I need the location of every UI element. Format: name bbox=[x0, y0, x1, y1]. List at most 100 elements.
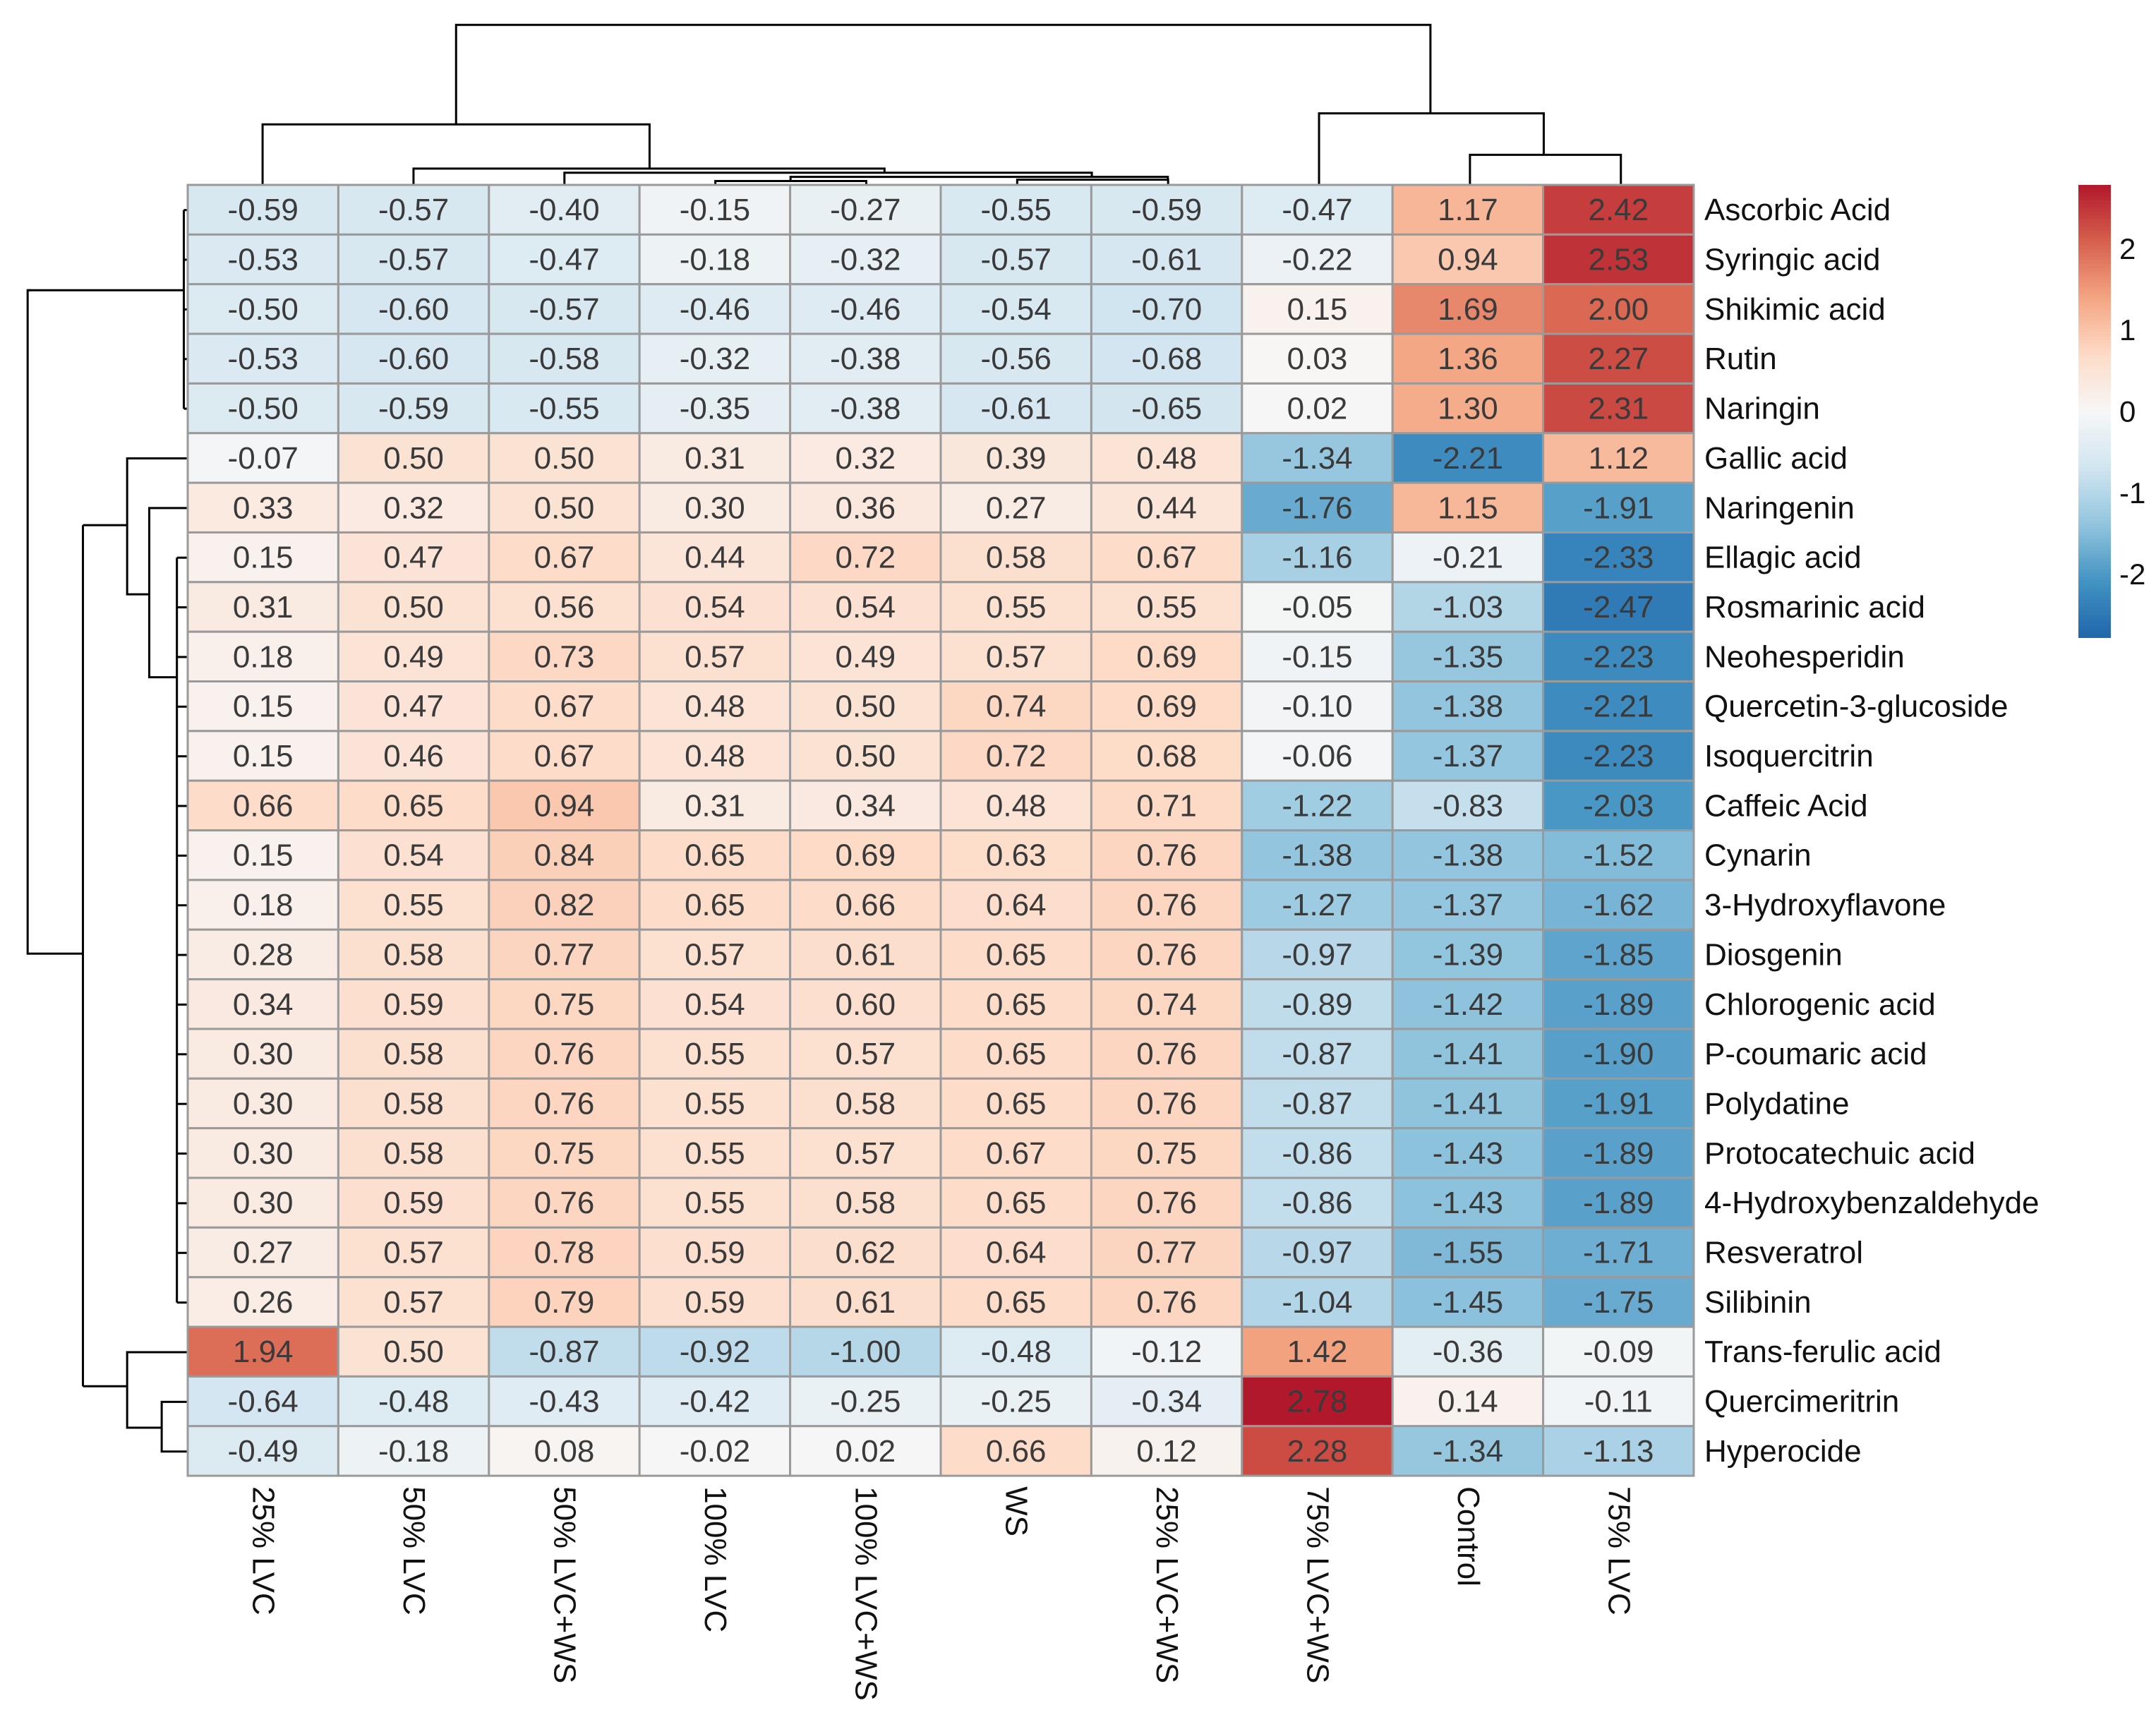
cell-rect bbox=[638, 382, 792, 435]
legend-gradient-segment bbox=[2078, 403, 2111, 409]
heatmap-cell: -1.34 bbox=[1391, 1425, 1545, 1477]
cell-value-label: 0.33 bbox=[233, 490, 294, 525]
cell-value-label: -2.33 bbox=[1583, 541, 1654, 575]
row-dendrogram bbox=[26, 209, 188, 1453]
heatmap-cell: 0.39 bbox=[939, 432, 1092, 484]
cell-value-label: -0.11 bbox=[1584, 1385, 1653, 1419]
heatmap-cell: 0.76 bbox=[1090, 879, 1243, 931]
column-label: 100% LVC+WS bbox=[848, 1486, 883, 1701]
heatmap-cell: 0.79 bbox=[488, 1276, 641, 1328]
heatmap-cell: 0.55 bbox=[638, 1077, 792, 1130]
cell-rect bbox=[1391, 382, 1545, 435]
heatmap-cell: 0.15 bbox=[186, 680, 339, 733]
heatmap-cell: 0.55 bbox=[337, 879, 490, 931]
cell-value-label: -1.43 bbox=[1433, 1136, 1503, 1171]
cell-rect bbox=[1391, 481, 1545, 534]
cell-rect bbox=[939, 630, 1092, 683]
column-dendrogram bbox=[261, 23, 1622, 186]
cell-value-label: 0.59 bbox=[685, 1285, 745, 1320]
cell-value-label: -0.54 bbox=[981, 292, 1052, 327]
cell-value-label: -0.38 bbox=[830, 392, 901, 426]
row-label: Trans-ferulic acid bbox=[1704, 1335, 1941, 1369]
cell-rect bbox=[1391, 183, 1545, 236]
heatmap-cell: -0.53 bbox=[186, 233, 339, 286]
legend-gradient-segment bbox=[2078, 396, 2111, 401]
legend-gradient-segment bbox=[2078, 185, 2111, 190]
cell-value-label: 0.31 bbox=[685, 441, 745, 476]
legend-gradient-segment bbox=[2078, 343, 2111, 348]
cell-value-label: 0.66 bbox=[233, 788, 294, 823]
cell-value-label: 0.49 bbox=[835, 639, 896, 674]
legend-gradient-segment bbox=[2078, 471, 2111, 476]
heatmap-cell: -0.15 bbox=[1241, 630, 1394, 683]
heatmap-cell: -2.03 bbox=[1542, 779, 1695, 832]
legend-gradient-segment bbox=[2078, 565, 2111, 570]
heatmap-cell: 1.36 bbox=[1391, 332, 1545, 385]
legend-gradient-segment bbox=[2078, 373, 2111, 378]
legend-gradient-segment bbox=[2078, 630, 2111, 634]
cell-value-label: 0.48 bbox=[1136, 441, 1197, 476]
legend-gradient-segment bbox=[2078, 279, 2111, 284]
cell-rect bbox=[939, 829, 1092, 881]
cell-value-label: -0.07 bbox=[228, 441, 299, 476]
heatmap-cell: 0.54 bbox=[337, 829, 490, 881]
heatmap-cell: 0.71 bbox=[1090, 779, 1243, 832]
legend-gradient-segment bbox=[2078, 437, 2111, 442]
cell-rect bbox=[1542, 779, 1695, 832]
cell-value-label: -0.86 bbox=[1282, 1186, 1352, 1220]
legend-gradient-segment bbox=[2078, 260, 2111, 265]
heatmap-cell: -1.16 bbox=[1241, 531, 1394, 584]
heatmap-cell: 0.76 bbox=[488, 1028, 641, 1080]
heatmap-cell: -1.41 bbox=[1391, 1028, 1545, 1080]
cell-value-label: 0.50 bbox=[835, 739, 896, 773]
cell-rect bbox=[1090, 531, 1243, 584]
cell-value-label: -0.21 bbox=[1433, 541, 1503, 575]
heatmap-cell: 0.55 bbox=[638, 1028, 792, 1080]
cell-value-label: -0.34 bbox=[1131, 1385, 1202, 1419]
heatmap-cell: -1.27 bbox=[1241, 879, 1394, 931]
cell-value-label: -1.38 bbox=[1282, 838, 1352, 873]
cell-value-label: 0.67 bbox=[534, 541, 595, 575]
cell-value-label: 0.76 bbox=[1136, 1285, 1197, 1320]
heatmap-cell: -1.38 bbox=[1391, 829, 1545, 881]
legend-gradient-segment bbox=[2078, 335, 2111, 341]
legend-gradient-segment bbox=[2078, 248, 2111, 254]
cell-value-label: 0.50 bbox=[534, 490, 595, 525]
heatmap-cell: 1.94 bbox=[186, 1325, 339, 1378]
cell-value-label: 2.00 bbox=[1588, 292, 1649, 327]
cell-rect bbox=[337, 1127, 490, 1179]
heatmap-cell: 0.26 bbox=[186, 1276, 339, 1328]
cell-rect bbox=[488, 680, 641, 733]
cell-value-label: 0.54 bbox=[383, 838, 444, 873]
heatmap-cell: 0.18 bbox=[186, 630, 339, 683]
cell-rect bbox=[1241, 978, 1394, 1030]
heatmap-cell: -1.89 bbox=[1542, 978, 1695, 1030]
heatmap-cell: -0.43 bbox=[488, 1375, 641, 1428]
cell-value-label: -0.60 bbox=[378, 342, 449, 376]
cell-rect bbox=[337, 1325, 490, 1378]
cell-value-label: 2.31 bbox=[1588, 392, 1649, 426]
cell-rect bbox=[186, 879, 339, 931]
cell-rect bbox=[638, 1325, 792, 1378]
heatmap-cell: 2.31 bbox=[1542, 382, 1695, 435]
legend-gradient-segment bbox=[2078, 313, 2111, 318]
heatmap-cell: 2.00 bbox=[1542, 283, 1695, 335]
heatmap-cell: 0.15 bbox=[186, 730, 339, 782]
cell-rect bbox=[1542, 1276, 1695, 1328]
heatmap-cell: 0.76 bbox=[1090, 1176, 1243, 1229]
cell-rect bbox=[488, 1226, 641, 1279]
legend-gradient-segment bbox=[2078, 539, 2111, 544]
cell-value-label: -0.97 bbox=[1282, 1236, 1352, 1270]
heatmap-cell: -0.87 bbox=[1241, 1077, 1394, 1130]
cell-value-label: 0.44 bbox=[1136, 490, 1197, 525]
heatmap-cell: -0.59 bbox=[1090, 183, 1243, 236]
heatmap-cell: 0.32 bbox=[337, 481, 490, 534]
cell-value-label: -0.87 bbox=[1282, 1086, 1352, 1121]
legend-tick-label: -2 bbox=[2119, 558, 2145, 591]
row-label: Quercetin-3-glucoside bbox=[1704, 690, 2008, 724]
cell-value-label: 0.28 bbox=[233, 937, 294, 972]
cell-rect bbox=[1542, 630, 1695, 683]
cell-value-label: -1.22 bbox=[1282, 788, 1352, 823]
cell-value-label: 0.14 bbox=[1438, 1385, 1498, 1419]
heatmap-cell: 0.69 bbox=[789, 829, 942, 881]
